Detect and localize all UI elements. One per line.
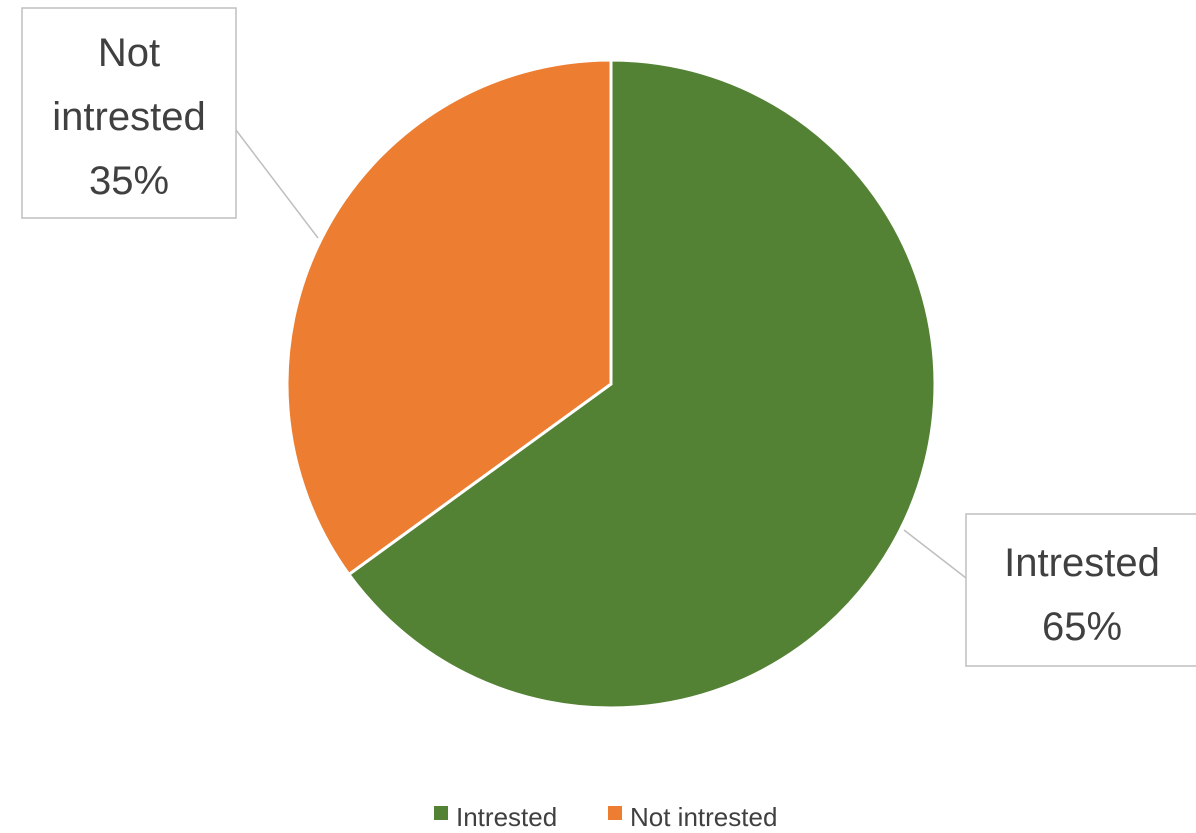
- pie-slice-not-intrested: [285, 58, 613, 577]
- leader-line-not-intrested: [235, 129, 319, 239]
- callout-box-intrested: [965, 513, 1196, 667]
- pie-slices: [285, 58, 937, 710]
- legend-label-intrested: Intrested: [456, 802, 557, 828]
- data-label-not-intrested: Not intrested 35%: [21, 7, 319, 239]
- data-label-intrested: Intrested 65%: [903, 513, 1196, 667]
- legend-swatch-not-intrested: [608, 806, 622, 820]
- callout-box-not-intrested: [21, 7, 237, 219]
- data-label-not-intrested-name-line-1: Not: [98, 31, 160, 75]
- legend-label-not-intrested: Not intrested: [630, 802, 777, 828]
- data-label-intrested-percent: 65%: [1042, 605, 1122, 649]
- legend: Intrested Not intrested: [434, 802, 777, 832]
- pie-slice-intrested: [346, 58, 937, 710]
- leader-line-intrested: [903, 529, 967, 579]
- data-label-not-intrested-percent: 35%: [89, 159, 169, 203]
- legend-swatch-intrested: [434, 806, 448, 820]
- data-label-not-intrested-name-line-2: intrested: [52, 95, 205, 139]
- data-label-intrested-name: Intrested: [1004, 541, 1160, 585]
